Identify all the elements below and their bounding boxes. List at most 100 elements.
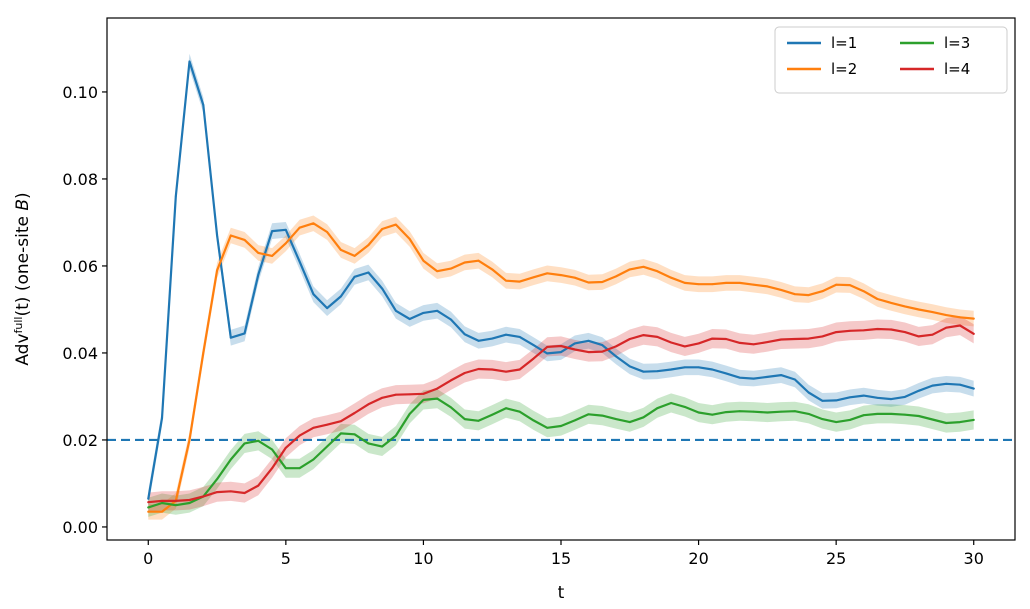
data-point xyxy=(807,391,810,394)
data-point xyxy=(505,370,507,373)
data-point xyxy=(450,318,452,321)
data-point xyxy=(326,307,328,309)
y-axis-label-sup: full xyxy=(12,317,25,334)
data-point xyxy=(422,399,425,401)
data-point xyxy=(422,259,425,262)
data-point xyxy=(738,282,741,284)
data-point xyxy=(353,275,356,278)
data-point xyxy=(601,344,604,346)
data-point xyxy=(697,283,700,286)
y-axis-label-close: ) xyxy=(13,192,33,199)
data-point xyxy=(683,406,686,408)
data-point xyxy=(312,458,315,461)
data-point xyxy=(408,413,411,415)
data-point xyxy=(849,396,851,399)
data-point xyxy=(229,336,232,339)
data-point xyxy=(931,311,934,313)
data-point xyxy=(216,491,219,493)
data-point xyxy=(711,368,714,371)
data-point xyxy=(298,467,301,470)
data-point xyxy=(615,345,617,348)
y-tick-label: 0.04 xyxy=(62,344,98,363)
data-point xyxy=(972,317,975,320)
legend-label: l=1 xyxy=(831,34,857,52)
data-point xyxy=(340,420,342,423)
data-point xyxy=(587,413,590,416)
data-point xyxy=(766,376,769,378)
data-point xyxy=(381,287,384,290)
legend-item-1: l=1 xyxy=(787,34,857,52)
data-point xyxy=(821,399,824,402)
data-point xyxy=(436,397,439,400)
data-point xyxy=(188,499,191,501)
series-points-2 xyxy=(147,222,975,513)
y-tick-label: 0.10 xyxy=(62,83,98,102)
data-point xyxy=(353,412,356,414)
data-point xyxy=(642,416,645,419)
data-point xyxy=(794,338,796,340)
data-point xyxy=(560,425,562,427)
data-point xyxy=(780,338,782,341)
data-point xyxy=(876,328,879,330)
data-point xyxy=(752,343,755,346)
series-points-4 xyxy=(147,324,975,504)
data-point xyxy=(340,432,342,435)
data-point xyxy=(959,383,961,386)
data-point xyxy=(161,502,163,504)
data-point xyxy=(147,497,150,500)
data-point xyxy=(367,442,370,445)
data-point xyxy=(835,421,838,423)
data-point xyxy=(505,407,507,410)
data-point xyxy=(532,276,535,279)
x-tick-label: 20 xyxy=(688,549,708,568)
data-point xyxy=(697,342,700,345)
confidence-band-3 xyxy=(148,389,974,517)
data-point xyxy=(381,445,384,448)
data-point xyxy=(738,410,741,413)
x-tick-label: 30 xyxy=(964,549,984,568)
data-point xyxy=(587,351,590,353)
data-point xyxy=(161,510,163,513)
data-point xyxy=(752,410,755,413)
data-point xyxy=(216,478,219,480)
data-point xyxy=(876,413,879,415)
data-point xyxy=(738,376,741,379)
data-point xyxy=(794,378,796,381)
data-point xyxy=(298,434,301,437)
data-point xyxy=(794,410,796,413)
data-point xyxy=(271,230,273,233)
data-point xyxy=(573,342,576,345)
data-point xyxy=(766,411,769,414)
data-point xyxy=(518,336,521,338)
data-point xyxy=(890,413,893,415)
data-point xyxy=(670,402,672,404)
data-point xyxy=(587,339,590,342)
y-axis-label-italic: B xyxy=(13,199,33,211)
data-point xyxy=(243,442,246,445)
data-point xyxy=(959,316,961,319)
data-point xyxy=(670,341,672,344)
data-point xyxy=(284,446,287,449)
data-point xyxy=(890,328,893,331)
data-point xyxy=(725,282,727,284)
data-point xyxy=(890,302,893,304)
data-point xyxy=(628,338,631,340)
data-point xyxy=(532,357,535,360)
data-point xyxy=(725,411,727,413)
data-point xyxy=(436,270,439,273)
data-point xyxy=(326,445,328,448)
data-point xyxy=(945,326,948,329)
data-point xyxy=(573,276,576,279)
data-point xyxy=(284,242,287,245)
data-point xyxy=(642,370,645,373)
series-points-3 xyxy=(147,397,975,509)
data-point xyxy=(670,276,672,279)
data-point xyxy=(821,418,824,420)
legend-label: l=3 xyxy=(944,34,970,52)
data-point xyxy=(518,368,521,371)
data-point xyxy=(628,365,631,368)
data-point xyxy=(450,267,452,270)
x-axis-label: t xyxy=(558,583,565,603)
data-point xyxy=(463,418,466,420)
data-point xyxy=(463,372,466,374)
